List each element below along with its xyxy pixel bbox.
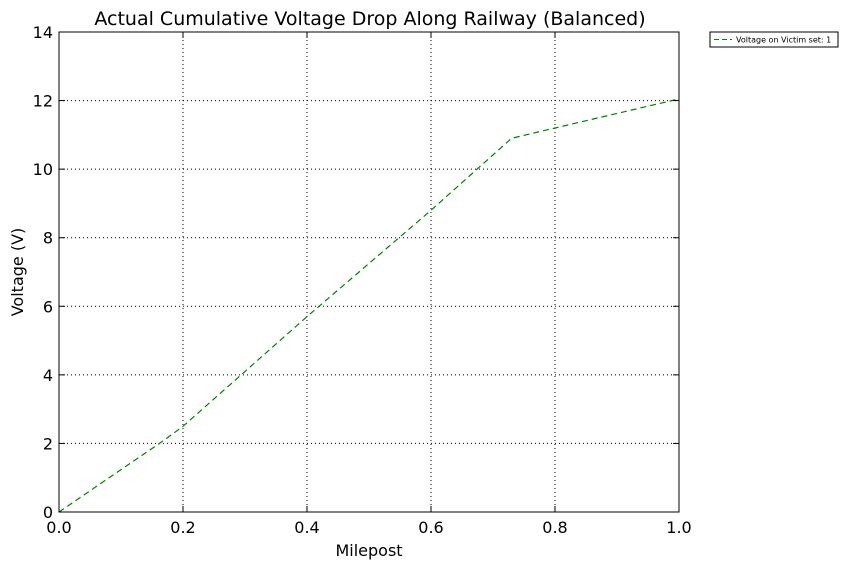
x-tick-labels: 0.0 0.2 0.4 0.6 0.8 1.0 [46,518,691,537]
chart-title: Actual Cumulative Voltage Drop Along Rai… [94,8,645,30]
y-tick-label: 10 [33,160,53,179]
y-axis-label: Voltage (V) [8,228,27,317]
legend: Voltage on Victim set: 1 [709,31,839,48]
series-layer [58,98,680,513]
x-tick-label: 0.8 [542,518,567,537]
x-tick-label: 1.0 [666,518,691,537]
tick-marks [58,31,680,513]
legend-box [709,31,839,48]
y-tick-label: 4 [43,366,53,385]
y-tick-label: 2 [43,434,53,453]
plot-frame [58,31,680,513]
series-line [58,98,680,513]
y-tick-label: 8 [43,229,53,248]
y-tick-label: 6 [43,297,53,316]
y-tick-label: 0 [43,503,53,522]
x-tick-label: 0.0 [46,518,71,537]
legend-label: Voltage on Victim set: 1 [736,36,831,45]
x-tick-label: 0.6 [418,518,443,537]
y-tick-label: 14 [33,23,53,42]
y-tick-label: 12 [33,92,53,111]
grid-lines [59,32,679,512]
x-tick-label: 0.4 [294,518,319,537]
y-tick-labels: 0 2 4 6 8 10 12 14 [33,23,53,522]
x-axis-label: Milepost [335,541,402,560]
x-tick-label: 0.2 [170,518,195,537]
